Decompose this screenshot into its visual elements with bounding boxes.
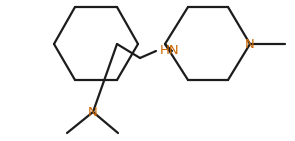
Text: N: N bbox=[245, 38, 255, 50]
Text: N: N bbox=[88, 105, 98, 118]
Text: HN: HN bbox=[160, 45, 180, 58]
